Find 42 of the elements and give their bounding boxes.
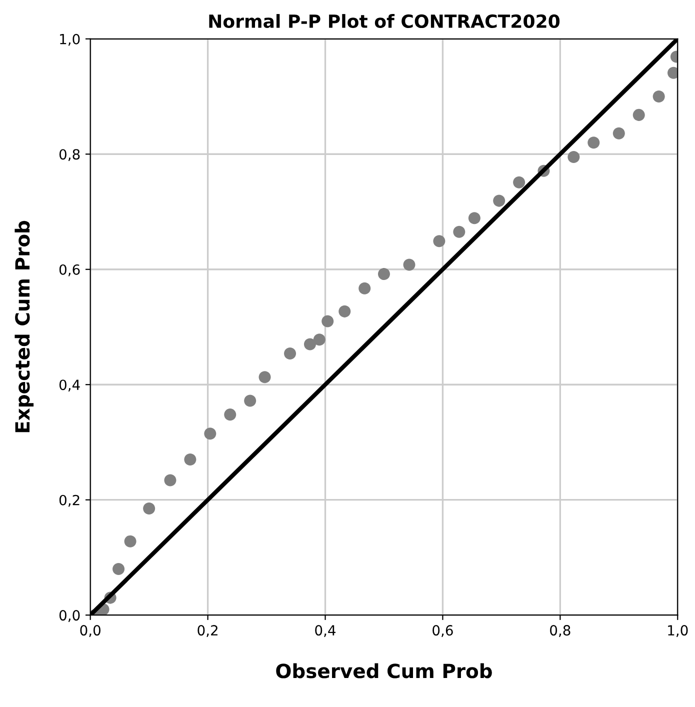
point [244, 394, 256, 407]
y-tick-label: 0,4 [59, 380, 80, 392]
point [612, 127, 625, 140]
y-tick-label: 0,0 [59, 610, 80, 622]
point [513, 176, 526, 188]
point [124, 535, 136, 548]
point [284, 347, 296, 360]
point [652, 90, 665, 103]
point [378, 268, 390, 280]
point [184, 454, 196, 466]
point [322, 315, 334, 328]
point [304, 338, 316, 350]
point [433, 235, 446, 248]
x-tick-label: 0,2 [198, 625, 218, 637]
point [493, 194, 506, 207]
x-tick-label: 1,0 [668, 625, 688, 637]
point [164, 474, 176, 486]
y-axis-title: Expected Cum Prob [14, 220, 34, 432]
point [468, 212, 480, 224]
y-tick-label: 0,2 [59, 494, 80, 507]
point [453, 226, 466, 238]
point [143, 502, 156, 515]
x-tick-label: 0,0 [80, 625, 100, 637]
point [204, 428, 216, 440]
point [112, 562, 125, 576]
point [258, 371, 271, 384]
point [588, 136, 600, 149]
point [403, 258, 416, 271]
point [224, 408, 236, 421]
y-tick-label: 0,8 [59, 149, 80, 162]
point [358, 282, 371, 294]
x-tick-label: 0,8 [550, 625, 570, 637]
point [338, 305, 351, 318]
chart-title: Normal P-P Plot of CONTRACT2020 [209, 14, 560, 28]
x-tick-label: 0,6 [432, 625, 453, 637]
point [313, 334, 326, 346]
y-tick-label: 0,6 [59, 264, 80, 276]
x-tick-label: 0,4 [315, 625, 336, 637]
point [568, 150, 580, 164]
y-tick-label: 1,0 [60, 34, 80, 46]
point [632, 108, 645, 121]
x-axis-title: Observed Cum Prob [276, 663, 492, 678]
